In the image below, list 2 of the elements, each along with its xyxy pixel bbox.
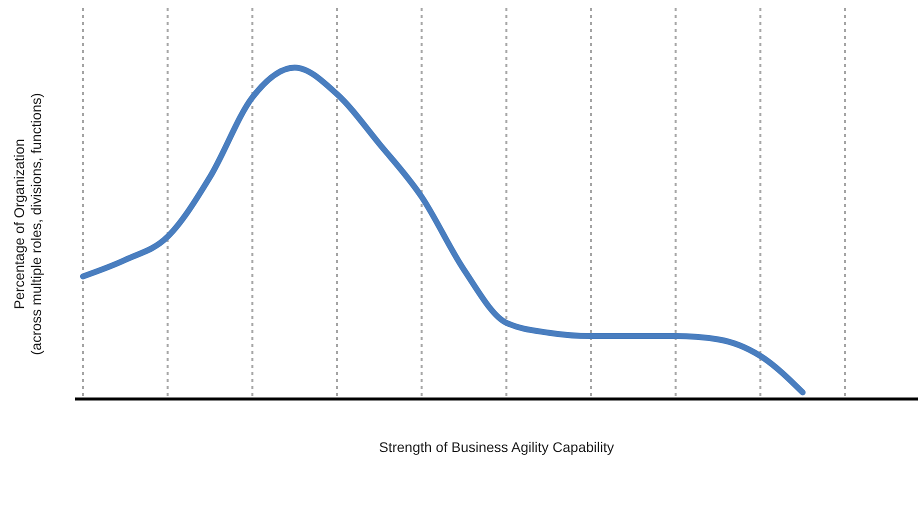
x-axis-title: Strength of Business Agility Capability [378, 439, 614, 455]
y-axis-title: Percentage of Organization (across multiple roles, divisions, functions) [11, 92, 44, 356]
